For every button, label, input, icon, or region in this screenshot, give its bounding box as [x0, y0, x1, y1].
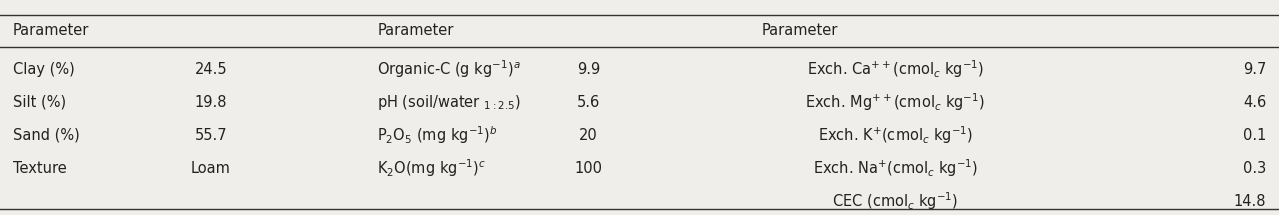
Text: Sand (%): Sand (%)	[13, 128, 79, 143]
Text: Silt (%): Silt (%)	[13, 95, 67, 110]
Text: 9.7: 9.7	[1243, 62, 1266, 77]
Text: 5.6: 5.6	[577, 95, 600, 110]
Text: 100: 100	[574, 161, 602, 176]
Text: 14.8: 14.8	[1234, 194, 1266, 209]
Text: Organic-C (g kg$^{-1}$)$^{a}$: Organic-C (g kg$^{-1}$)$^{a}$	[377, 58, 521, 80]
Text: P$_2$O$_5$ (mg kg$^{-1}$)$^{b}$: P$_2$O$_5$ (mg kg$^{-1}$)$^{b}$	[377, 124, 498, 146]
Text: Loam: Loam	[191, 161, 231, 176]
Text: Parameter: Parameter	[761, 23, 838, 38]
Text: 24.5: 24.5	[194, 62, 228, 77]
Text: Exch. Mg$^{++}$(cmol$_c$ kg$^{-1}$): Exch. Mg$^{++}$(cmol$_c$ kg$^{-1}$)	[806, 92, 985, 113]
Text: 20: 20	[579, 128, 597, 143]
Text: CEC (cmol$_c$ kg$^{-1}$): CEC (cmol$_c$ kg$^{-1}$)	[833, 191, 958, 212]
Text: Exch. Ca$^{++}$(cmol$_c$ kg$^{-1}$): Exch. Ca$^{++}$(cmol$_c$ kg$^{-1}$)	[807, 58, 984, 80]
Text: pH (soil/water $_{1:2.5}$): pH (soil/water $_{1:2.5}$)	[377, 93, 521, 112]
Text: Exch. Na$^{+}$(cmol$_c$ kg$^{-1}$): Exch. Na$^{+}$(cmol$_c$ kg$^{-1}$)	[812, 158, 978, 179]
Text: 0.3: 0.3	[1243, 161, 1266, 176]
Text: 55.7: 55.7	[194, 128, 228, 143]
Text: Parameter: Parameter	[377, 23, 454, 38]
Text: 9.9: 9.9	[577, 62, 600, 77]
Text: 0.1: 0.1	[1243, 128, 1266, 143]
Text: Texture: Texture	[13, 161, 67, 176]
Text: K$_2$O(mg kg$^{-1}$)$^{c}$: K$_2$O(mg kg$^{-1}$)$^{c}$	[377, 158, 486, 179]
Text: 19.8: 19.8	[194, 95, 228, 110]
Text: Parameter: Parameter	[13, 23, 90, 38]
Text: Exch. K$^{+}$(cmol$_c$ kg$^{-1}$): Exch. K$^{+}$(cmol$_c$ kg$^{-1}$)	[817, 124, 973, 146]
Text: Clay (%): Clay (%)	[13, 62, 74, 77]
Text: 4.6: 4.6	[1243, 95, 1266, 110]
